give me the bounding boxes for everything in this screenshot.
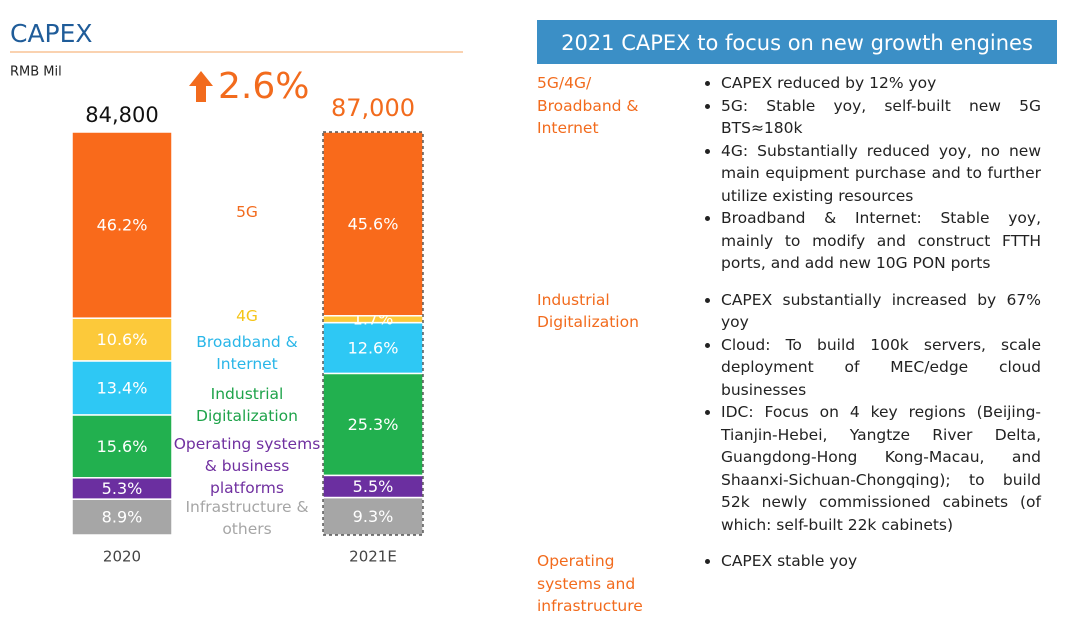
- legend-label: Industrial Digitalization: [196, 385, 298, 425]
- legend-label: Infrastructure & others: [185, 498, 309, 538]
- slide: CAPEX RMB Mil 2.6% 8.9% 5.3% 15.6% 13.4% 10.…: [0, 0, 1080, 602]
- section-label-text: Industrial Digitalization: [537, 290, 639, 332]
- section-label: Industrial Digitalization: [537, 289, 687, 537]
- panel-title: 2021 CAPEX to focus on new growth engine…: [537, 20, 1057, 64]
- bullet: IDC: Focus on 4 key regions (Beijing-Tia…: [721, 401, 1041, 536]
- value-label: 25.3%: [348, 415, 399, 434]
- value-label: 5.5%: [353, 477, 394, 496]
- value-label: 45.6%: [348, 214, 399, 233]
- legend-label: Broadband & Internet: [196, 333, 298, 373]
- bar-segment: [322, 372, 424, 477]
- value-label: 46.2%: [97, 216, 148, 235]
- bar-segment: [322, 321, 424, 375]
- chart: CAPEX RMB Mil 2.6% 8.9% 5.3% 15.6% 13.4% 10.…: [10, 19, 463, 566]
- section-label: Operating systems and infrastructure: [537, 550, 687, 618]
- growth-arrow: [189, 71, 213, 102]
- section-label-text: 5G/4G/ Broadband & Internet: [537, 74, 639, 137]
- panel-section: 5G/4G/ Broadband & Internet CAPEX reduced…: [537, 72, 1057, 275]
- y-axis-label: RMB Mil: [10, 65, 62, 80]
- value-label: 13.4%: [97, 378, 148, 397]
- chart-title: CAPEX: [10, 19, 93, 48]
- bullet: 5G: Stable yoy, self-built new 5G BTS≈18…: [721, 95, 1041, 140]
- value-label: 8.9%: [102, 508, 143, 527]
- bar-segment: [322, 131, 424, 317]
- value-label: 15.6%: [97, 437, 148, 456]
- legend-label: Operating systems & business platforms: [173, 435, 321, 497]
- x-tick-label: 2021E: [349, 548, 397, 566]
- bullet-list: CAPEX stable yoy: [687, 550, 1041, 618]
- bar-segment: [322, 496, 424, 536]
- value-label: 12.6%: [348, 339, 399, 358]
- bullet: Broadband & Internet: Stable yoy, mainly…: [721, 207, 1041, 275]
- bullet-list: CAPEX reduced by 12% yoy5G: Stable yoy, …: [687, 72, 1041, 275]
- section-label: 5G/4G/ Broadband & Internet: [537, 72, 687, 275]
- panel-section: Operating systems and infrastructure CAPE…: [537, 550, 1057, 618]
- bullet: CAPEX stable yoy: [721, 550, 1041, 573]
- bullet: Cloud: To build 100k servers, scale depl…: [721, 334, 1041, 402]
- bullet-list: CAPEX substantially increased by 67% yoy…: [687, 289, 1041, 537]
- bullet: 4G: Substantially reduced yoy, no new ma…: [721, 140, 1041, 208]
- section-label-text: Operating systems and infrastructure: [537, 552, 643, 615]
- legend-label: 5G: [236, 203, 258, 221]
- bar-segment: [71, 131, 173, 319]
- total-label: 84,800: [85, 103, 158, 127]
- panel: 2021 CAPEX to focus on new growth engine…: [537, 20, 1057, 632]
- growth-label: 2.6%: [218, 66, 309, 107]
- bar-segment: [71, 414, 173, 479]
- bullet: CAPEX substantially increased by 67% yoy: [721, 289, 1041, 334]
- legend-label: 4G: [236, 307, 258, 325]
- bullet: CAPEX reduced by 12% yoy: [721, 72, 1041, 95]
- total-label: 87,000: [331, 94, 415, 122]
- x-tick-label: 2020: [103, 548, 141, 566]
- estimate-outline: [322, 131, 424, 536]
- panel-section: Industrial Digitalization CAPEX substanti…: [537, 289, 1057, 537]
- value-label: 9.3%: [353, 507, 394, 526]
- value-label: 5.3%: [102, 479, 143, 498]
- value-label: 10.6%: [97, 330, 148, 349]
- bar-segment: [71, 317, 173, 362]
